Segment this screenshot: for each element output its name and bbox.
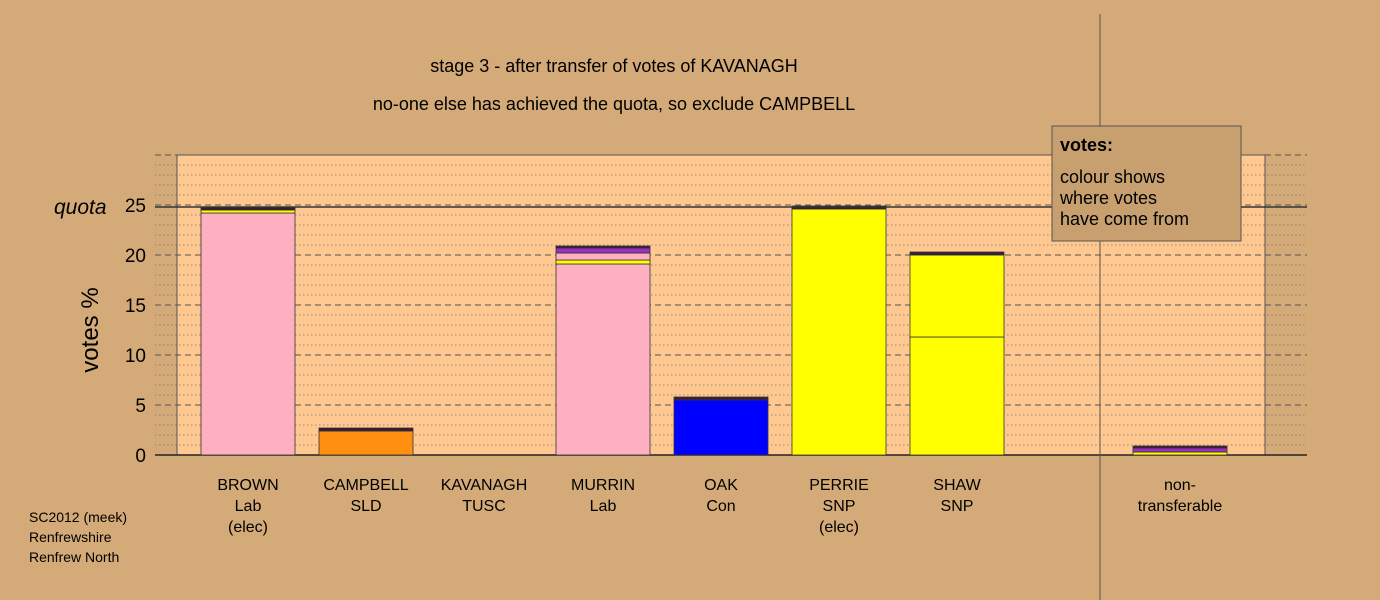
bar-segment	[1132, 447, 1228, 453]
bar-segment	[318, 427, 414, 432]
chart-subtitle: no-one else has achieved the quota, so e…	[373, 94, 855, 114]
y-tick-label: 10	[125, 346, 146, 367]
bar-segment	[555, 247, 651, 254]
bar-segment	[909, 336, 1005, 456]
category-label: Lab	[590, 498, 617, 515]
category-label: SNP	[941, 498, 974, 515]
category-label: non-	[1164, 477, 1196, 494]
legend-heading: votes:	[1060, 135, 1113, 155]
source-line-2: Renfrewshire	[29, 529, 112, 545]
category-label: PERRIE	[809, 477, 869, 494]
bar-segment	[200, 209, 296, 214]
source-line-1: SC2012 (meek)	[29, 509, 127, 525]
category-label: CAMPBELL	[323, 477, 408, 494]
y-tick-label: 15	[125, 296, 146, 317]
legend: votes: colour shows where votes have com…	[1051, 125, 1242, 242]
source-note: SC2012 (meek) Renfrewshire Renfrew North	[29, 509, 127, 565]
bar-segment	[555, 263, 651, 456]
bar-segment	[673, 399, 769, 456]
y-tick-label: 25	[125, 196, 146, 217]
bars	[200, 205, 1228, 456]
y-tick-label: 0	[135, 446, 146, 467]
category-label: BROWN	[217, 477, 278, 494]
legend-line-1: colour shows	[1060, 167, 1165, 187]
bar-segment	[555, 252, 651, 261]
category-label: TUSC	[462, 498, 506, 515]
legend-line-2: where votes	[1059, 188, 1157, 208]
quota-label: quota	[54, 196, 107, 219]
category-label: SLD	[350, 498, 381, 515]
x-axis-labels: BROWN Lab (elec) CAMPBELL SLD KAVANAGH TUSC MUR…	[217, 477, 1222, 536]
bar-segment	[555, 259, 651, 265]
category-label: SHAW	[933, 477, 981, 494]
chart-title: stage 3 - after transfer of votes of KAV…	[430, 56, 798, 76]
legend-box	[1051, 125, 1242, 242]
category-label: MURRIN	[571, 477, 635, 494]
y-tick-label: 20	[125, 246, 146, 267]
category-label: (elec)	[819, 519, 859, 536]
bar-segment	[909, 251, 1005, 256]
category-label: Con	[706, 498, 735, 515]
bar-segment	[1132, 445, 1228, 449]
y-axis-label: votes %	[77, 287, 104, 372]
category-label: SNP	[823, 498, 856, 515]
bar-segment	[555, 245, 651, 249]
category-label: OAK	[704, 477, 738, 494]
y-tick-label: 5	[135, 396, 146, 417]
bar-segment	[791, 208, 887, 456]
bar-segment	[1132, 451, 1228, 456]
category-label: (elec)	[228, 519, 268, 536]
y-axis: 0 5 10 15 20 25	[125, 196, 146, 467]
source-line-3: Renfrew North	[29, 549, 119, 565]
legend-line-3: have come from	[1060, 209, 1189, 229]
category-label: transferable	[1138, 498, 1223, 515]
bar-segment	[200, 212, 296, 456]
category-label: KAVANAGH	[441, 477, 528, 494]
bar-segment	[909, 254, 1005, 338]
bar-segment	[318, 430, 414, 456]
bar-segment	[673, 396, 769, 401]
category-label: Lab	[235, 498, 262, 515]
